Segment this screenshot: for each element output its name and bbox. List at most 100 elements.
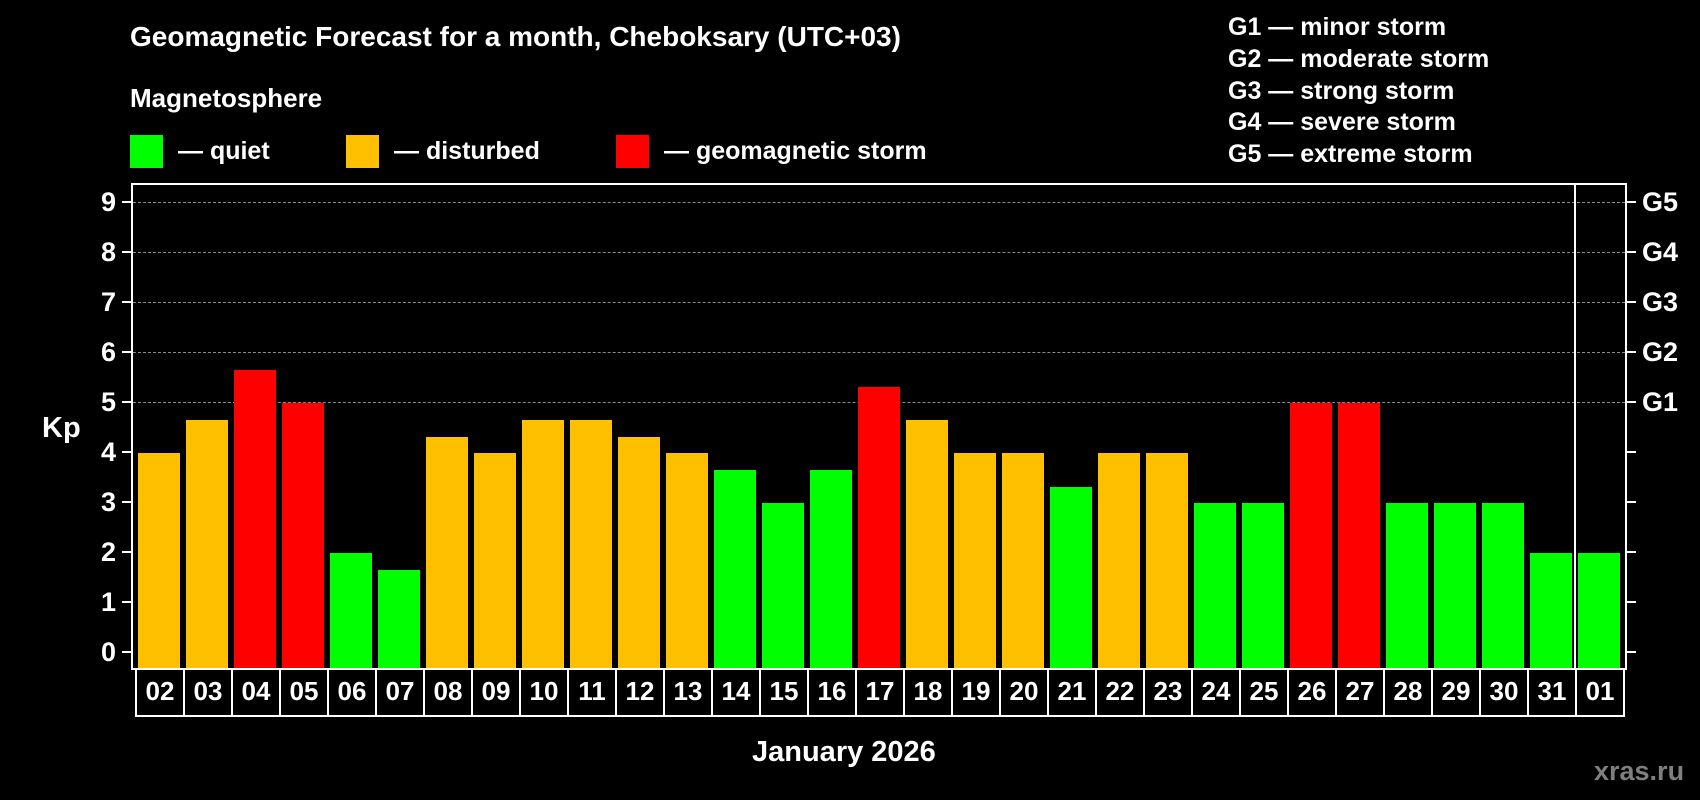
x-tick-label: 16 (807, 668, 855, 715)
x-tick-label: 13 (663, 668, 711, 715)
bar-05 (282, 403, 324, 668)
y-tick (122, 351, 131, 353)
bar-29 (1434, 503, 1476, 668)
x-tick-label: 08 (423, 668, 471, 715)
y-tick-label: 8 (100, 237, 116, 267)
gridline (133, 352, 1625, 353)
bar-01 (1578, 553, 1620, 668)
legend-title: Magnetosphere (130, 83, 323, 113)
gridline (133, 252, 1625, 253)
x-tick-label: 26 (1287, 668, 1335, 715)
g3-legend: G3 — strong storm (1228, 76, 1455, 105)
y-tick (122, 401, 131, 403)
y-tick-label: 0 (100, 637, 116, 667)
y-tick (122, 251, 131, 253)
x-tick-label: 23 (1143, 668, 1191, 715)
x-tick-label: 19 (951, 668, 999, 715)
bar-18 (906, 419, 948, 668)
x-tick-label: 21 (1047, 668, 1095, 715)
g2-legend: G2 — moderate storm (1228, 44, 1490, 73)
storm-swatch-icon (616, 134, 649, 168)
g1-legend: G1 — minor storm (1228, 13, 1447, 41)
bar-11 (570, 419, 612, 668)
x-tick-label: 14 (711, 668, 759, 715)
x-tick-label: 24 (1191, 668, 1239, 715)
bar-20 (1002, 453, 1044, 668)
bar-13 (666, 453, 708, 668)
x-tick-label: 25 (1239, 668, 1287, 715)
right-tick (1627, 401, 1636, 403)
x-tick-label: 20 (999, 668, 1047, 715)
y-tick (122, 651, 131, 653)
y-tick-label: 9 (100, 187, 116, 217)
bar-07 (378, 569, 420, 668)
right-tick (1627, 301, 1636, 303)
x-axis-title: January 2026 (752, 736, 936, 768)
y-tick-label: 5 (100, 387, 116, 417)
x-tick-label: 28 (1383, 668, 1431, 715)
x-tick-label: 06 (327, 668, 375, 715)
x-tick-label: 22 (1095, 668, 1143, 715)
bar-22 (1098, 453, 1140, 668)
x-tick-label: 09 (471, 668, 519, 715)
x-tick-label: 02 (145, 676, 175, 706)
gridline (133, 202, 1625, 203)
y-tick (122, 501, 131, 503)
x-tick-label: 27 (1335, 668, 1383, 715)
bar-24 (1194, 503, 1236, 668)
x-tick-label: 15 (759, 668, 807, 715)
g-level-label: G1 (1642, 387, 1679, 417)
y-tick (122, 551, 131, 553)
bar-28 (1386, 503, 1428, 668)
g-scale-legend: G1 — minor storm G2 — moderate storm G3 … (1228, 12, 1489, 171)
x-tick-label: 17 (855, 668, 903, 715)
legend-quiet-label: — quiet (178, 136, 270, 165)
bar-31 (1530, 553, 1572, 668)
x-tick-label: 30 (1479, 668, 1527, 715)
y-tick (122, 201, 131, 203)
y-tick-label: 7 (100, 287, 116, 317)
bar-15 (762, 503, 804, 668)
g-level-label: G4 (1642, 237, 1679, 267)
bar-06 (330, 553, 372, 668)
legend-storm-label: — geomagnetic storm (664, 136, 927, 165)
x-tick-label: 31 (1527, 668, 1575, 715)
right-tick (1627, 601, 1636, 603)
x-tick-label: 05 (279, 668, 327, 715)
x-tick-label: 04 (231, 668, 279, 715)
right-tick (1627, 501, 1636, 503)
y-tick-label: 3 (100, 487, 116, 517)
y-tick (122, 451, 131, 453)
g5-legend: G5 — extreme storm (1228, 140, 1473, 169)
y-tick-label: 2 (100, 537, 116, 567)
legend-storm: — geomagnetic storm (616, 133, 927, 169)
bar-09 (474, 453, 516, 668)
x-tick-label: 03 (183, 668, 231, 715)
y-tick-label: 1 (100, 587, 116, 617)
right-tick (1627, 551, 1636, 553)
bar-02 (138, 453, 180, 668)
g-level-label: G5 (1642, 187, 1679, 217)
bar-12 (618, 436, 660, 668)
legend-disturbed-label: — disturbed (394, 136, 540, 165)
legend-disturbed: — disturbed (346, 133, 540, 169)
disturbed-swatch-icon (346, 134, 379, 168)
y-axis-label: Kp (42, 412, 81, 444)
watermark: xras.ru (1594, 756, 1685, 786)
x-tick-label: 01 (1575, 668, 1623, 715)
x-tick-label: 18 (903, 668, 951, 715)
right-tick (1627, 201, 1636, 203)
chart-title: Geomagnetic Forecast for a month, Chebok… (130, 21, 901, 52)
bar-21 (1050, 486, 1092, 668)
bar-16 (810, 469, 852, 668)
g-level-label: G3 (1642, 287, 1679, 317)
bar-04 (234, 369, 276, 668)
x-axis-labels: 02 03 04 05 06 07 08 09 10 11 12 13 14 15 16 17 18 19 20 21… (135, 668, 1625, 717)
x-tick-label: 29 (1431, 668, 1479, 715)
bar-08 (426, 436, 468, 668)
gridline (133, 302, 1625, 303)
g4-legend: G4 — severe storm (1228, 108, 1456, 137)
x-tick-label: 10 (519, 668, 567, 715)
plot-area (131, 183, 1627, 670)
right-tick (1627, 651, 1636, 653)
